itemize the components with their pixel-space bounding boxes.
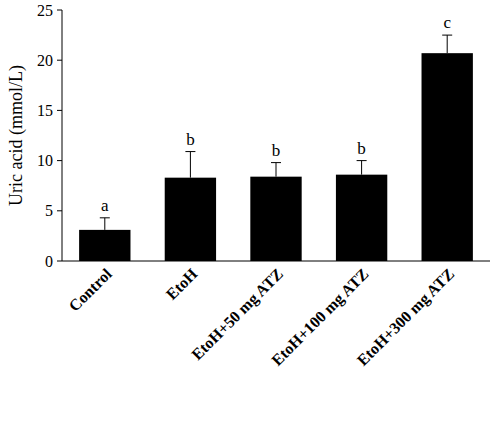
y-axis	[62, 10, 63, 261]
x-tick-label: EtoH+300 mg ATZ	[354, 265, 458, 369]
y-tick-label: 20	[37, 52, 53, 69]
y-tick-label: 15	[37, 102, 53, 119]
significance-letter: b	[272, 141, 281, 160]
bar	[165, 178, 216, 261]
y-tick	[57, 10, 62, 11]
x-tick-label: Control	[65, 265, 115, 315]
y-tick-label: 25	[37, 2, 53, 19]
y-tick-label: 5	[45, 202, 53, 219]
error-stem	[361, 161, 362, 175]
chart-container: 0 5 10 15 20 25 Uric acid (mmol/L) a b b b c Control…	[0, 0, 500, 437]
x-tick-label: EtoH	[163, 265, 201, 303]
y-tick-label: 0	[45, 253, 53, 270]
x-tick-label: EtoH+50 mg ATZ	[188, 265, 287, 364]
error-bar	[185, 152, 195, 178]
error-cap	[442, 35, 452, 36]
error-bar	[271, 163, 281, 177]
error-stem	[276, 163, 277, 177]
y-tick	[57, 261, 62, 262]
significance-letter: c	[443, 13, 451, 32]
error-cap	[185, 151, 195, 152]
significance-letter: a	[101, 196, 109, 215]
error-cap	[271, 162, 281, 163]
bar	[250, 177, 301, 261]
error-cap	[100, 217, 110, 218]
error-bar	[442, 35, 452, 53]
error-stem	[447, 35, 448, 53]
chart-svg: 0 5 10 15 20 25 Uric acid (mmol/L) a b b b c Control…	[0, 0, 500, 437]
significance-letter: b	[186, 130, 195, 149]
error-cap	[357, 160, 367, 161]
significance-letter: b	[357, 139, 366, 158]
error-bar	[100, 218, 110, 230]
y-axis-label: Uric acid (mmol/L)	[6, 65, 27, 206]
bar	[422, 53, 473, 261]
error-stem	[190, 152, 191, 178]
error-stem	[104, 218, 105, 230]
y-tick	[57, 210, 62, 211]
plot-area	[79, 35, 473, 261]
bar	[336, 175, 387, 261]
y-tick-label: 10	[37, 152, 53, 169]
y-tick	[57, 160, 62, 161]
y-tick	[57, 110, 62, 111]
bar	[79, 230, 130, 261]
y-tick	[57, 60, 62, 61]
error-bar	[357, 161, 367, 175]
